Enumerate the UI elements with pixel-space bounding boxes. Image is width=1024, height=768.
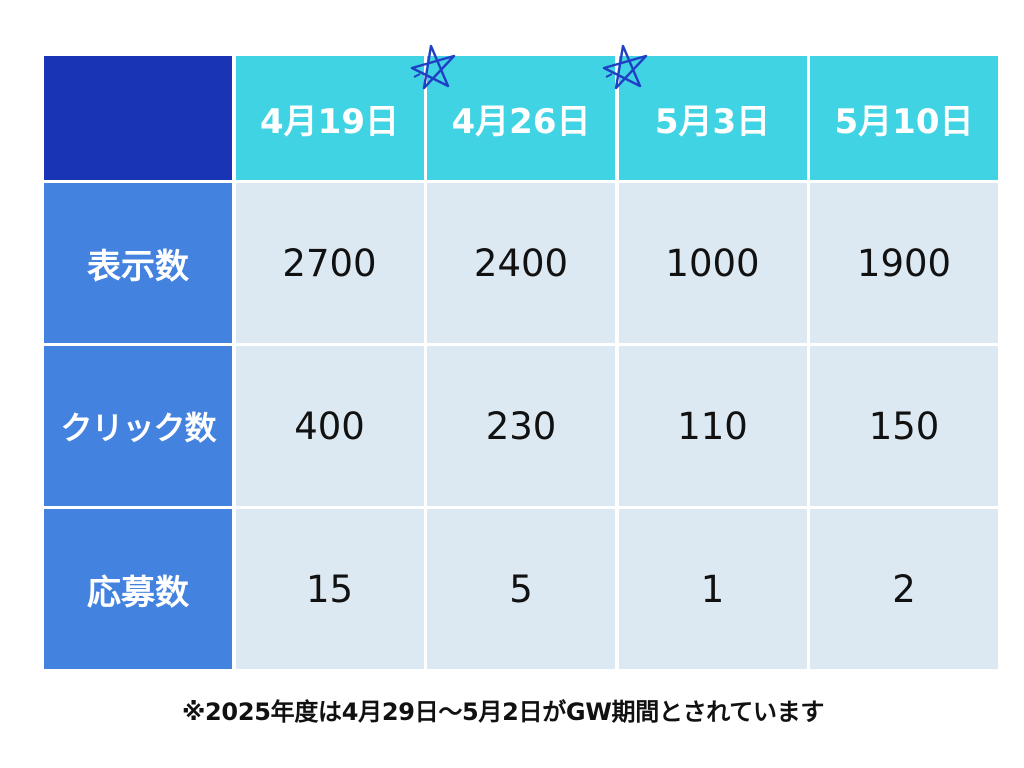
table-cell: 1000 [618,183,807,343]
table-cell: 2 [810,509,998,669]
column-header: 5月3日 [618,56,807,180]
table-cell: 5 [427,509,615,669]
column-header: 4月19日 [235,56,424,180]
row-header: 応募数 [44,509,232,669]
row-header: 表示数 [44,183,232,343]
data-table: 4月19日 4月26日 5月3日 5月10日 表示数 2700 2400 100… [44,56,998,669]
column-header: 4月26日 [427,56,615,180]
star-doodle-icon [602,44,648,90]
row-header: クリック数 [44,346,232,506]
table-cell: 2400 [427,183,615,343]
column-header: 5月10日 [810,56,998,180]
table-cell: 15 [235,509,424,669]
table-cell: 1 [618,509,807,669]
table-cell: 110 [618,346,807,506]
table-cell: 1900 [810,183,998,343]
table-cell: 2700 [235,183,424,343]
footnote: ※2025年度は4月29日～5月2日がGW期間とされています [182,698,825,726]
table-cell: 150 [810,346,998,506]
table-cell: 230 [427,346,615,506]
table-cell: 400 [235,346,424,506]
corner-cell [44,56,232,180]
star-doodle-icon [410,44,456,90]
